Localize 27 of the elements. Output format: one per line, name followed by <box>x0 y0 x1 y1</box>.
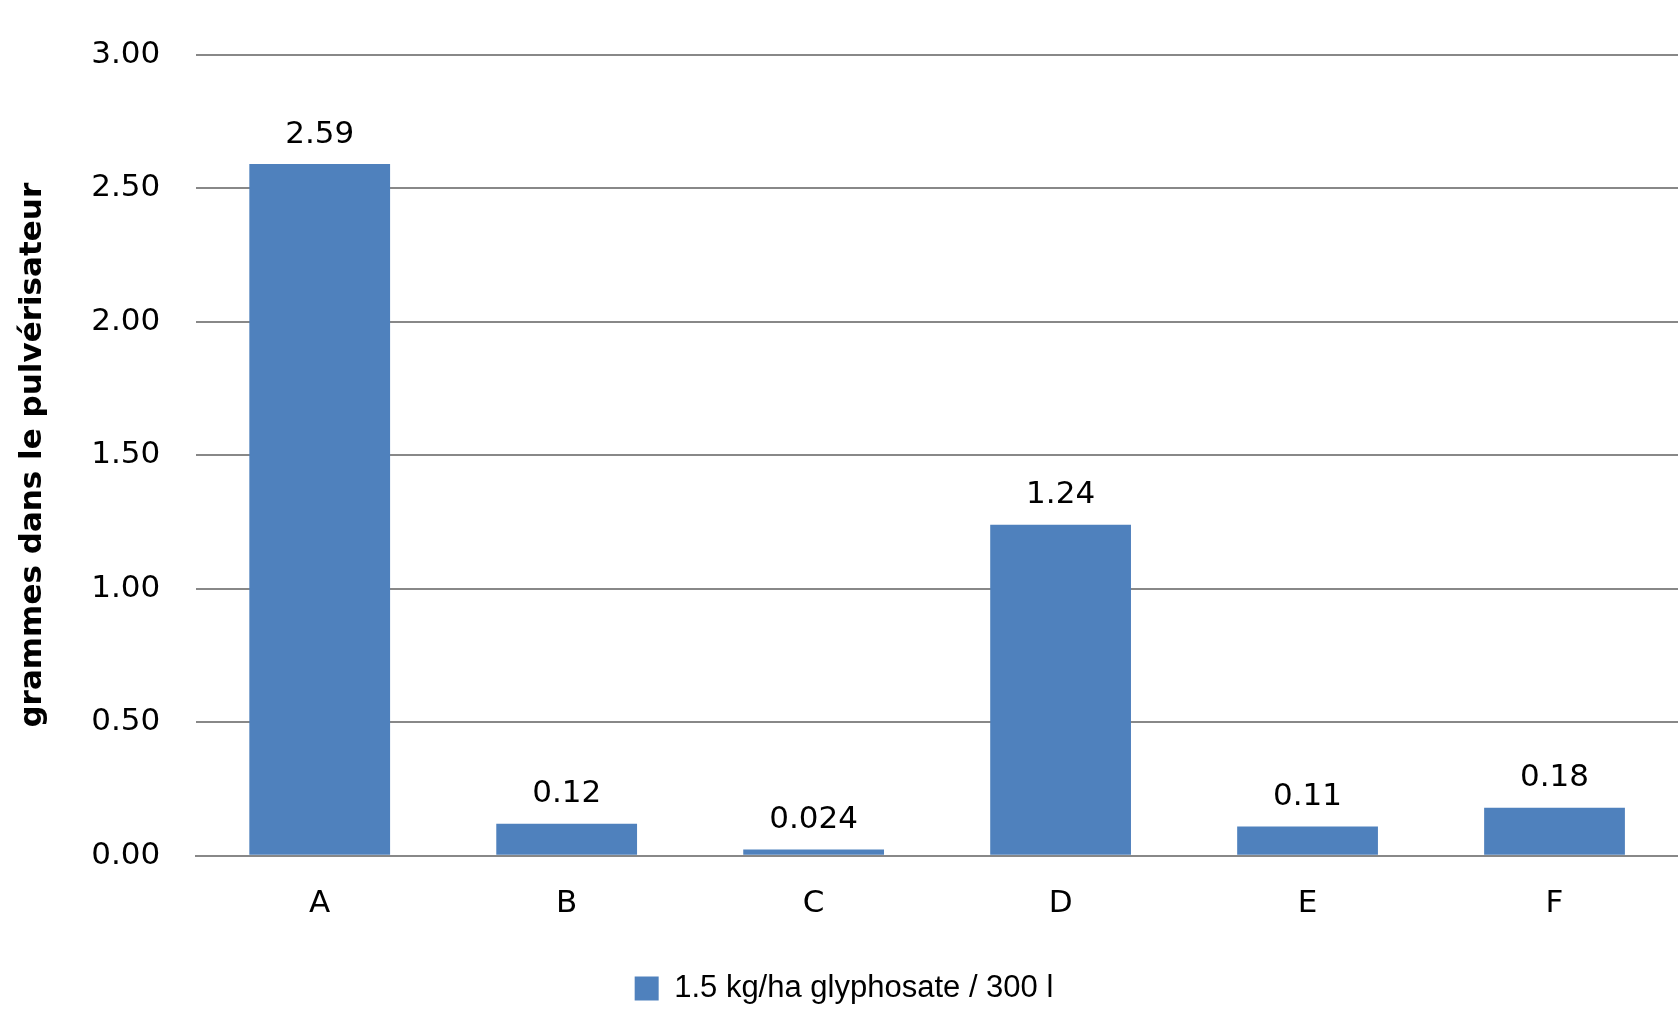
x-tick-label: C <box>802 883 825 920</box>
bar <box>743 849 885 855</box>
x-tick-label: B <box>556 883 578 920</box>
bar <box>990 524 1131 855</box>
x-tick-label: E <box>1297 883 1318 920</box>
bar <box>1484 807 1625 855</box>
data-label: 2.59 <box>285 113 355 150</box>
y-tick-label: 2.00 <box>91 300 161 337</box>
data-label: 0.18 <box>1520 757 1590 794</box>
y-tick-label: 1.50 <box>91 434 161 471</box>
data-label: 0.11 <box>1273 775 1343 812</box>
data-label: 0.024 <box>769 798 859 835</box>
legend-label: 1.5 kg/ha glyphosate / 300 l <box>674 969 1054 1005</box>
x-tick-label: A <box>309 883 331 920</box>
y-tick-label: 3.00 <box>91 33 161 70</box>
x-tick-label: D <box>1048 883 1073 920</box>
y-tick-label: 2.50 <box>91 167 161 204</box>
y-axis-title: grammes dans le pulvérisateur <box>11 182 48 728</box>
bar <box>1237 826 1378 855</box>
y-tick-label: 0.50 <box>91 701 161 738</box>
bar <box>496 823 638 855</box>
data-label: 0.12 <box>532 773 602 810</box>
x-tick-label: F <box>1545 883 1564 920</box>
bar <box>249 164 391 855</box>
data-label: 1.24 <box>1026 474 1096 511</box>
y-tick-label: 0.00 <box>91 834 161 871</box>
y-tick-label: 1.00 <box>91 567 161 604</box>
